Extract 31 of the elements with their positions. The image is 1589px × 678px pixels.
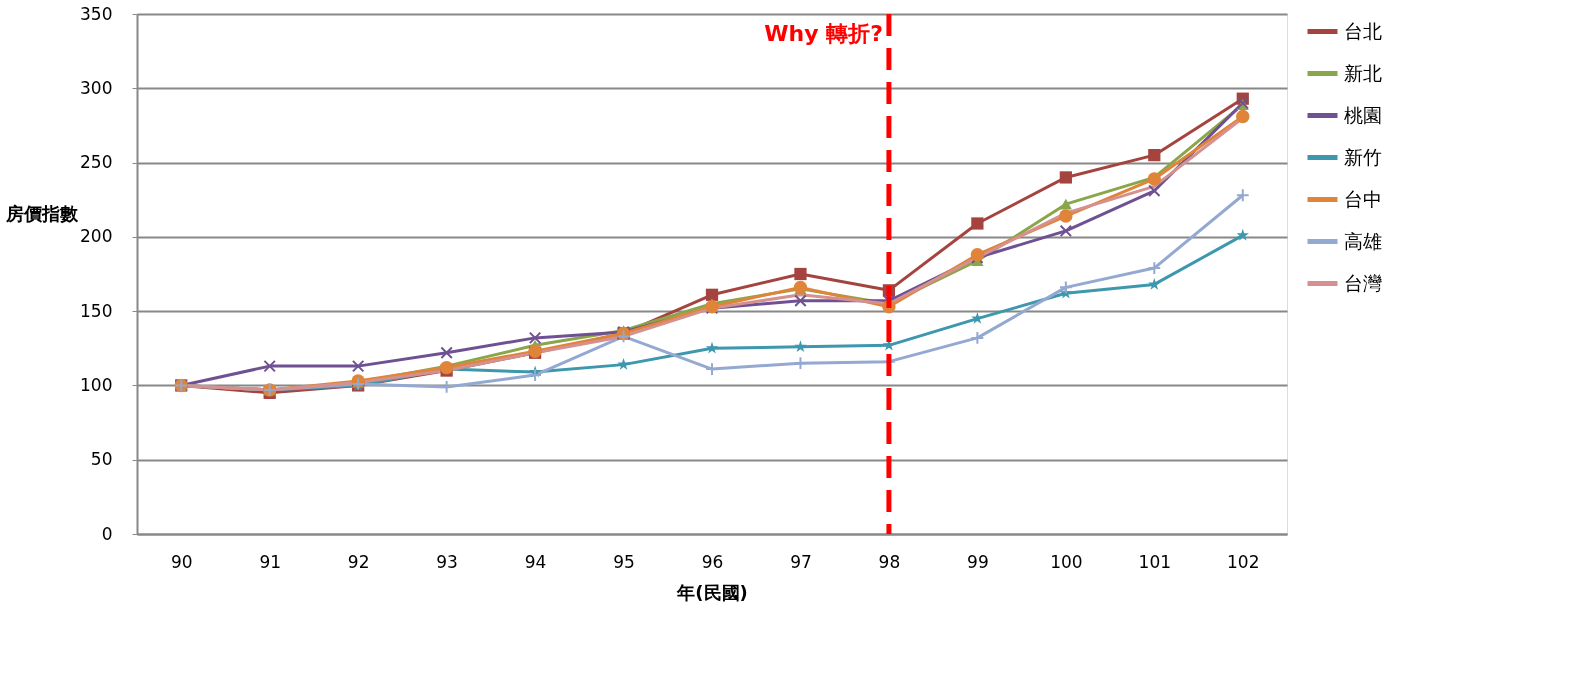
x-tick-label: 90: [170, 551, 193, 572]
x-tick-label: 102: [1227, 551, 1260, 572]
legend-label: 新竹: [1344, 145, 1382, 168]
y-tick-label: 350: [80, 3, 113, 24]
legend-label: 台中: [1344, 187, 1382, 210]
x-tick-label: 97: [790, 551, 812, 572]
x-tick-label: 94: [524, 551, 547, 572]
y-axis-title: 房價指數: [4, 202, 79, 224]
legend-label: 台北: [1344, 19, 1382, 42]
x-tick-label: 101: [1138, 551, 1172, 572]
y-tick-label: 150: [80, 300, 113, 321]
legend-label: 桃園: [1344, 103, 1382, 126]
ref-line-label: Why 轉折?: [764, 21, 883, 46]
y-tick-label: 250: [80, 152, 113, 173]
legend-label: 台灣: [1344, 271, 1382, 294]
legend-label: 新北: [1344, 61, 1382, 84]
legend-label: 高雄: [1344, 229, 1382, 252]
x-axis-title: 年(民國): [676, 581, 748, 603]
y-tick-label: 100: [80, 374, 113, 395]
x-tick-label: 92: [347, 551, 370, 572]
x-tick-label: 93: [436, 551, 458, 572]
y-tick-label: 200: [80, 226, 113, 247]
x-tick-label: 100: [1050, 551, 1083, 572]
x-tick-label: 99: [967, 551, 989, 572]
x-tick-label: 96: [701, 551, 724, 572]
y-tick-label: 50: [90, 449, 113, 470]
x-tick-label: 91: [259, 551, 282, 572]
y-tick-label: 300: [80, 77, 113, 98]
x-tick-label: 95: [613, 551, 635, 572]
y-tick-label: 0: [101, 523, 113, 544]
x-tick-label: 98: [878, 551, 901, 572]
